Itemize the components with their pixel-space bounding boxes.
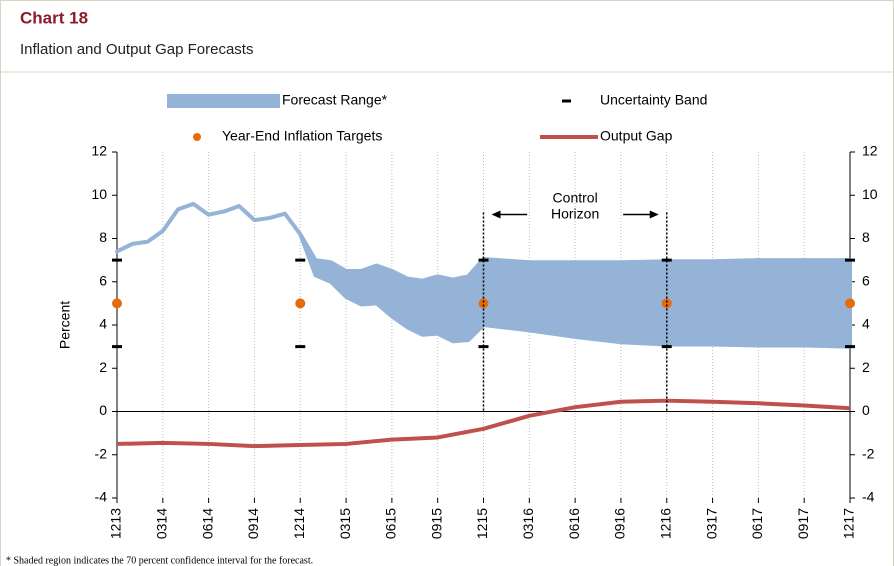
- legend-swatch: [167, 94, 280, 108]
- y-tick-label: 10: [91, 186, 107, 202]
- y2-tick-label: -4: [862, 489, 875, 505]
- uncertainty-mark: [478, 258, 489, 262]
- y-tick-label: 0: [99, 402, 107, 418]
- y-tick-label: 12: [91, 143, 107, 159]
- legend-label: Forecast Range*: [282, 92, 388, 108]
- y2-tick-label: -2: [862, 445, 875, 461]
- x-tick-label: 0917: [795, 508, 811, 539]
- x-tick-label: 0914: [245, 508, 261, 539]
- y2-tick-label: 10: [862, 186, 878, 202]
- uncertainty-mark: [112, 345, 122, 349]
- x-tick-label: 0617: [749, 508, 765, 539]
- x-tick-label: 1216: [657, 508, 673, 539]
- y2-tick-label: 6: [862, 272, 870, 288]
- y-axis-label: Percent: [57, 301, 73, 349]
- x-tick-label: 0315: [337, 508, 353, 539]
- y-tick-label: 6: [99, 272, 107, 288]
- target-dot: [661, 298, 672, 309]
- uncertainty-mark: [661, 258, 672, 262]
- uncertainty-mark: [295, 258, 306, 262]
- uncertainty-mark: [845, 345, 855, 349]
- x-tick-label: 0915: [428, 508, 444, 539]
- uncertainty-mark: [661, 345, 672, 349]
- uncertainty-mark: [112, 258, 122, 262]
- legend-label: Output Gap: [600, 128, 673, 144]
- y2-tick-label: 12: [862, 143, 878, 159]
- x-tick-label: 0615: [383, 508, 399, 539]
- output-gap-line: [116, 398, 851, 449]
- x-tick-label: 1213: [108, 508, 124, 539]
- y2-tick-label: 2: [862, 359, 870, 375]
- x-tick-label: 1215: [474, 508, 490, 539]
- annotation-text: Control: [553, 189, 598, 205]
- target-dot: [295, 298, 306, 309]
- x-tick-label: 1217: [841, 508, 857, 539]
- x-tick-label: 0916: [612, 508, 628, 539]
- y-tick-label: 2: [99, 359, 107, 375]
- annotation-text: Horizon: [551, 205, 599, 221]
- x-tick-label: 0616: [566, 508, 582, 539]
- y2-tick-label: 0: [862, 402, 870, 418]
- y-tick-label: 8: [99, 229, 107, 245]
- x-tick-label: 0316: [520, 508, 536, 539]
- uncertainty-mark: [845, 258, 855, 262]
- target-dot: [478, 298, 489, 309]
- x-tick-label: 0614: [199, 508, 215, 539]
- legend-label: Year-End Inflation Targets: [222, 128, 382, 144]
- y-tick-label: -2: [95, 445, 108, 461]
- legend-swatch: [562, 99, 571, 103]
- uncertainty-mark: [295, 345, 306, 349]
- y2-tick-label: 4: [862, 316, 870, 332]
- arrowhead: [491, 210, 501, 219]
- chart-subtitle: Inflation and Output Gap Forecasts: [20, 41, 253, 58]
- footnote: * Shaded region indicates the 70 percent…: [6, 555, 313, 566]
- y-tick-label: 4: [99, 316, 107, 332]
- x-tick-label: 1214: [291, 508, 307, 539]
- x-tick-label: 0317: [703, 508, 719, 539]
- x-tick-label: 0314: [154, 508, 170, 539]
- y2-tick-label: 8: [862, 229, 870, 245]
- legend-label: Uncertainty Band: [600, 92, 707, 108]
- legend-swatch: [193, 133, 201, 141]
- y-tick-label: -4: [95, 489, 108, 505]
- chart-title: Chart 18: [20, 8, 88, 27]
- target-dot: [112, 298, 122, 309]
- uncertainty-mark: [478, 345, 489, 349]
- target-dot: [845, 298, 855, 309]
- arrowhead: [649, 210, 659, 219]
